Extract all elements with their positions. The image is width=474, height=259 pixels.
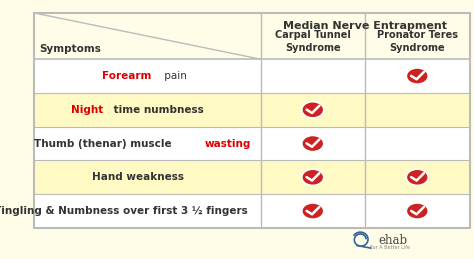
Text: Night: Night	[71, 105, 103, 115]
Ellipse shape	[302, 135, 324, 152]
Text: Tingling & Numbness over first 3 ½ fingers: Tingling & Numbness over first 3 ½ finge…	[0, 206, 247, 216]
Text: Carpal Tunnel
Syndrome: Carpal Tunnel Syndrome	[275, 30, 351, 53]
Bar	[34, 13, 470, 228]
Text: Hand weakness: Hand weakness	[91, 172, 183, 182]
Bar	[34, 59, 470, 93]
Text: For A Better Life: For A Better Life	[370, 245, 410, 250]
Bar	[34, 160, 470, 194]
Text: pain: pain	[162, 71, 187, 81]
Bar	[34, 194, 470, 228]
Text: Thumb (thenar) muscle: Thumb (thenar) muscle	[34, 139, 175, 149]
Text: Symptoms: Symptoms	[39, 44, 101, 54]
Text: time numbness: time numbness	[110, 105, 204, 115]
Ellipse shape	[406, 68, 428, 84]
Bar	[34, 127, 470, 160]
Ellipse shape	[406, 203, 428, 219]
Text: Pronator Teres
Syndrome: Pronator Teres Syndrome	[377, 30, 458, 53]
Bar	[34, 13, 470, 59]
Text: wasting: wasting	[205, 139, 251, 149]
Text: Median Nerve Entrapment: Median Nerve Entrapment	[283, 21, 447, 31]
Ellipse shape	[302, 203, 324, 219]
Text: ehab: ehab	[378, 234, 408, 247]
Text: Forearm: Forearm	[102, 71, 151, 81]
Bar	[34, 93, 470, 127]
Ellipse shape	[406, 169, 428, 185]
Ellipse shape	[302, 169, 324, 185]
Ellipse shape	[302, 102, 324, 118]
